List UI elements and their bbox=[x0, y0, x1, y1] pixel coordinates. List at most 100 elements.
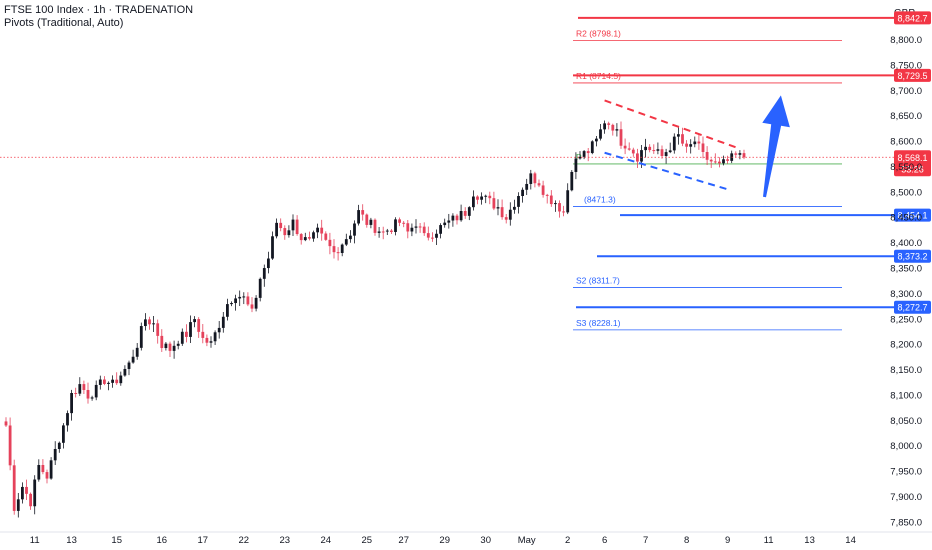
candle-body bbox=[246, 296, 250, 305]
candle-body bbox=[426, 233, 430, 238]
x-tick-label: 9 bbox=[725, 535, 730, 546]
candle-body bbox=[447, 220, 451, 223]
candle-body bbox=[558, 203, 561, 212]
candle-body bbox=[713, 161, 717, 163]
candle-body bbox=[349, 235, 352, 240]
candle-body bbox=[33, 479, 37, 507]
candle-body bbox=[86, 389, 90, 399]
candle-body bbox=[107, 382, 110, 384]
candle-body bbox=[156, 323, 160, 336]
candle-body bbox=[254, 297, 258, 309]
candle-body bbox=[549, 195, 553, 205]
candle-body bbox=[111, 379, 114, 383]
candle-body bbox=[144, 319, 147, 327]
x-tick-label: 8 bbox=[684, 535, 689, 546]
candle-body bbox=[541, 185, 545, 195]
lower-trendline bbox=[604, 151, 728, 191]
candle-body bbox=[595, 138, 598, 142]
candle-body bbox=[459, 211, 463, 221]
candle-body bbox=[312, 232, 315, 239]
y-tick-label: 8,400.0 bbox=[890, 238, 922, 249]
candle-body bbox=[418, 226, 422, 228]
candle-body bbox=[693, 141, 697, 145]
y-tick-label: 8,250.0 bbox=[890, 314, 922, 325]
candle-body bbox=[562, 211, 565, 213]
candle-body bbox=[332, 246, 336, 253]
candle-body bbox=[709, 159, 713, 162]
candle-body bbox=[29, 493, 32, 507]
x-tick-label: 22 bbox=[239, 535, 250, 546]
y-tick-label: 7,850.0 bbox=[890, 517, 922, 528]
candle-body bbox=[53, 449, 57, 461]
level-price-tag bbox=[894, 249, 931, 263]
candle-body bbox=[672, 136, 676, 151]
candle-body bbox=[82, 384, 86, 390]
candle-body bbox=[119, 375, 123, 384]
candle-body bbox=[213, 332, 217, 342]
candle-body bbox=[492, 198, 496, 209]
levels-layer: R2 (8798.1)R1 (8714.5)P(8471.3)S2 (8311.… bbox=[573, 11, 931, 331]
candle-body bbox=[385, 230, 389, 232]
x-tick-label: 27 bbox=[398, 535, 409, 546]
candle-body bbox=[586, 151, 590, 154]
candle-body bbox=[689, 144, 693, 147]
level-price-tag bbox=[894, 11, 931, 25]
candle-body bbox=[496, 207, 500, 209]
x-tick-label: 14 bbox=[845, 535, 856, 546]
candle-body bbox=[398, 219, 401, 223]
candle-body bbox=[734, 153, 738, 155]
candle-body bbox=[640, 150, 643, 162]
y-tick-label: 8,350.0 bbox=[890, 264, 922, 275]
level-price-label: 8,842.7 bbox=[897, 13, 927, 23]
candle-body bbox=[4, 421, 8, 426]
candle-body bbox=[422, 226, 426, 234]
chart-title: FTSE 100 Index · 1h · TRADENATION bbox=[4, 4, 194, 16]
candle-body bbox=[16, 499, 20, 511]
candle-body bbox=[664, 152, 668, 156]
x-tick-label: 11 bbox=[30, 535, 40, 546]
candle-body bbox=[627, 148, 631, 150]
candle-body bbox=[500, 207, 504, 218]
candle-body bbox=[554, 203, 557, 205]
candle-body bbox=[21, 486, 24, 500]
level-price-label: 8,729.5 bbox=[897, 71, 927, 81]
x-tick-label: 13 bbox=[66, 535, 77, 546]
candle-body bbox=[279, 222, 283, 229]
y-tick-label: 8,750.0 bbox=[890, 60, 922, 71]
candle-body bbox=[230, 303, 233, 305]
candle-body bbox=[131, 356, 135, 363]
candle-body bbox=[369, 219, 373, 225]
indicator-label[interactable]: Pivots (Traditional, Auto) bbox=[4, 17, 124, 29]
candle-body bbox=[303, 237, 307, 241]
candle-body bbox=[533, 173, 537, 184]
y-tick-label: 8,000.0 bbox=[890, 441, 922, 452]
candle-body bbox=[41, 465, 45, 473]
candle-body bbox=[463, 211, 467, 216]
candle-body bbox=[570, 171, 574, 191]
candle-body bbox=[340, 244, 344, 254]
candle-body bbox=[316, 227, 319, 233]
candle-body bbox=[517, 195, 520, 207]
candle-body bbox=[681, 134, 684, 144]
x-tick-label: 30 bbox=[480, 535, 491, 546]
candle-body bbox=[738, 153, 742, 155]
candle-body bbox=[127, 362, 131, 369]
y-tick-label: 8,200.0 bbox=[890, 340, 922, 351]
candle-body bbox=[365, 214, 369, 225]
last-price-tag bbox=[894, 150, 931, 177]
x-tick-label: 2 bbox=[565, 535, 570, 546]
x-tick-label: 6 bbox=[602, 535, 607, 546]
candle-body bbox=[439, 225, 442, 234]
candle-body bbox=[582, 151, 586, 157]
candle-body bbox=[537, 183, 541, 186]
candle-body bbox=[45, 472, 49, 479]
candle-body bbox=[8, 425, 12, 466]
y-tick-label: 8,100.0 bbox=[890, 390, 922, 401]
candle-body bbox=[238, 296, 242, 299]
candle-body bbox=[320, 227, 324, 234]
candle-body bbox=[467, 207, 471, 216]
candle-body bbox=[357, 210, 360, 224]
x-axis: 11 13 15 16 17 22 23 24 25 27 29 30 May 2 6 7 8 9 11 13 14 bbox=[30, 535, 856, 546]
level-price-label: 8,272.7 bbox=[897, 303, 927, 313]
